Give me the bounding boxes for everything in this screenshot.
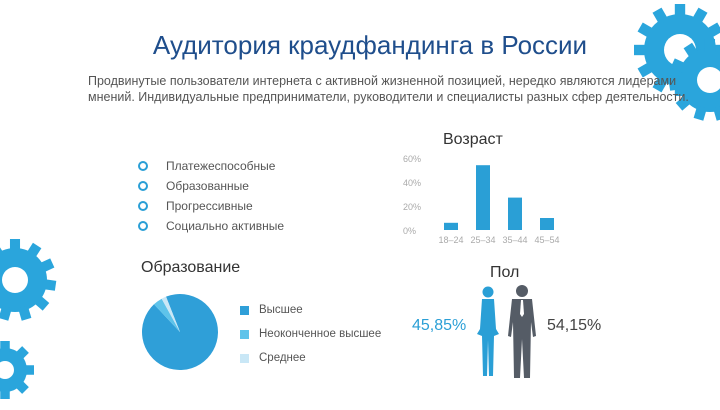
age-bar-chart: 0% 20% 40% 60% 18–24 25–34 35–44 45–54 xyxy=(403,154,560,245)
female-figure-icon xyxy=(477,286,499,376)
gear-decoration-left-icon xyxy=(0,239,57,321)
traits-list: Платежеспособные Образованные Прогрессив… xyxy=(138,156,284,236)
gender-figures xyxy=(477,285,536,378)
age-bar xyxy=(508,197,522,230)
bullet-ring-icon xyxy=(138,161,148,171)
legend-label: Среднее xyxy=(259,352,306,364)
gear-decoration-bottom-left-icon xyxy=(0,341,34,399)
y-tick-label: 40% xyxy=(403,178,421,188)
pie-slice xyxy=(153,298,180,332)
x-tick-label: 18–24 xyxy=(438,235,463,245)
education-pie-chart xyxy=(142,294,218,370)
legend-item: Среднее xyxy=(240,346,381,370)
education-legend: Высшее Неоконченное высшее Среднее xyxy=(240,298,381,370)
age-bar xyxy=(540,218,554,230)
list-item: Прогрессивные xyxy=(138,196,284,216)
bullet-ring-icon xyxy=(138,201,148,211)
education-heading: Образование xyxy=(141,259,241,276)
trait-label: Социально активные xyxy=(166,219,285,233)
trait-label: Прогрессивные xyxy=(166,199,253,213)
trait-label: Образованные xyxy=(166,179,249,193)
female-percentage: 45,85% xyxy=(412,317,467,334)
page-title: Аудитория краудфандинга в России xyxy=(152,30,588,60)
bullet-ring-icon xyxy=(138,181,148,191)
trait-label: Платежеспособные xyxy=(166,159,276,173)
y-tick-label: 0% xyxy=(403,226,416,236)
list-item: Образованные xyxy=(138,176,284,196)
gear-decoration-right-icon xyxy=(668,39,720,121)
pie-slice xyxy=(161,296,180,332)
bullet-ring-icon xyxy=(138,221,148,231)
male-figure-icon xyxy=(508,285,536,378)
legend-label: Неоконченное высшее xyxy=(259,328,382,340)
age-bar xyxy=(476,165,490,230)
age-bar xyxy=(444,222,458,230)
x-tick-label: 35–44 xyxy=(502,235,527,245)
y-tick-label: 60% xyxy=(403,154,421,164)
legend-swatch xyxy=(240,305,249,315)
legend-item: Высшее xyxy=(240,298,381,322)
legend-swatch xyxy=(240,353,249,363)
list-item: Социально активные xyxy=(138,216,284,236)
y-tick-label: 20% xyxy=(403,202,421,212)
gender-heading: Пол xyxy=(490,264,520,281)
x-tick-label: 45–54 xyxy=(534,235,559,245)
list-item: Платежеспособные xyxy=(138,156,284,176)
legend-item: Неоконченное высшее xyxy=(240,322,381,346)
x-tick-label: 25–34 xyxy=(470,235,495,245)
age-chart-heading: Возраст xyxy=(443,131,503,148)
legend-swatch xyxy=(240,329,249,339)
male-percentage: 54,15% xyxy=(547,317,602,334)
legend-label: Высшее xyxy=(259,304,303,316)
page-subtitle: Продвинутые пользователи интернета с акт… xyxy=(88,74,689,104)
